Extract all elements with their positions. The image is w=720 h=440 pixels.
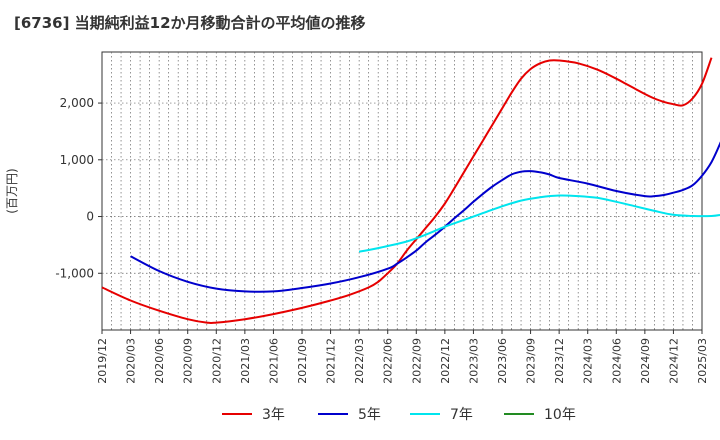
y-axis: -1,000 0 1,000 2,000 (55, 96, 102, 280)
x-tick-label: 2021/06 (267, 338, 280, 384)
x-tick-label: 2023/06 (496, 338, 509, 384)
x-tick-label: 2023/12 (553, 338, 566, 384)
x-tick-label: 2021/09 (296, 338, 309, 384)
x-tick-label: 2020/03 (125, 338, 138, 384)
grid (102, 52, 702, 330)
series-line-5年 (130, 141, 720, 293)
legend-label-5年: 5年 (358, 407, 381, 423)
chart-title: [6736] 当期純利益12か月移動合計の平均値の推移 (14, 14, 366, 32)
y-tick-label: 0 (86, 210, 94, 224)
legend: 3年 5年 7年 10年 (222, 407, 576, 423)
legend-label-10年: 10年 (544, 407, 576, 423)
legend-label-3年: 3年 (262, 407, 285, 423)
x-tick-label: 2019/12 (96, 338, 109, 384)
x-tick-label: 2024/09 (639, 338, 652, 384)
x-tick-label: 2020/06 (153, 338, 166, 384)
series-lines (101, 57, 720, 325)
x-tick-label: 2022/12 (439, 338, 452, 384)
x-tick-label: 2023/03 (467, 338, 480, 384)
x-tick-label: 2024/06 (610, 338, 623, 384)
x-tick-label: 2022/06 (382, 338, 395, 384)
x-tick-label: 2023/09 (525, 338, 538, 384)
y-tick-label: 1,000 (60, 153, 94, 167)
x-tick-label: 2025/03 (696, 338, 709, 384)
x-tick-label: 2020/12 (210, 338, 223, 384)
x-tick-label: 2020/09 (182, 338, 195, 384)
x-tick-label: 2024/03 (582, 338, 595, 384)
y-tick-label: 2,000 (60, 96, 94, 110)
x-tick-label: 2021/03 (239, 338, 252, 384)
x-tick-label: 2022/03 (353, 338, 366, 384)
plot-area (101, 51, 703, 331)
x-tick-label: 2022/09 (410, 338, 423, 384)
y-tick-label: -1,000 (55, 266, 94, 280)
series-line-3年 (101, 57, 713, 325)
series-line-7年 (358, 194, 720, 253)
x-tick-label: 2024/12 (667, 338, 680, 384)
x-tick-label: 2021/12 (325, 338, 338, 384)
legend-label-7年: 7年 (450, 407, 473, 423)
y-axis-label: (百万円) (5, 168, 19, 213)
x-axis: 2019/12 2020/03 2020/06 2020/09 2020/12 2021/… (96, 330, 709, 384)
